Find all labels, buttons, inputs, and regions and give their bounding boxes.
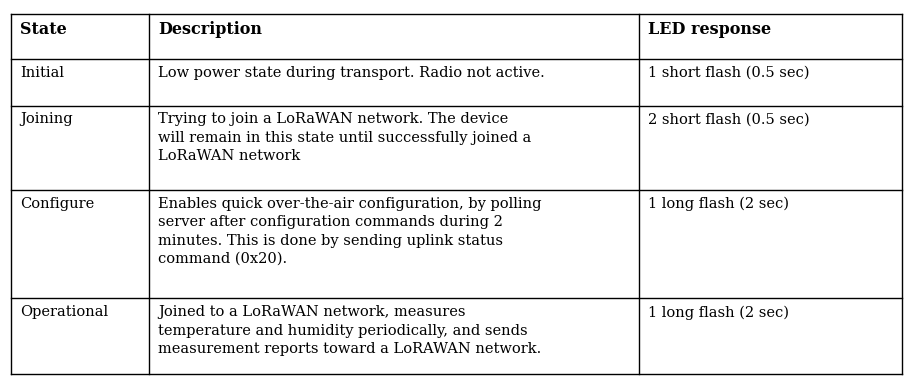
Text: State: State: [20, 21, 67, 38]
Text: 1 long flash (2 sec): 1 long flash (2 sec): [648, 305, 789, 320]
Text: Initial: Initial: [20, 66, 64, 80]
Text: Low power state during transport. Radio not active.: Low power state during transport. Radio …: [158, 66, 545, 80]
Text: Enables quick over-the-air configuration, by polling
server after configuration : Enables quick over-the-air configuration…: [158, 197, 541, 266]
Text: 1 long flash (2 sec): 1 long flash (2 sec): [648, 197, 789, 211]
Text: 1 short flash (0.5 sec): 1 short flash (0.5 sec): [648, 66, 810, 80]
Text: LED response: LED response: [648, 21, 771, 38]
Text: Configure: Configure: [20, 197, 94, 211]
Text: Joined to a LoRaWAN network, measures
temperature and humidity periodically, and: Joined to a LoRaWAN network, measures te…: [158, 305, 541, 356]
Text: Description: Description: [158, 21, 262, 38]
Text: 2 short flash (0.5 sec): 2 short flash (0.5 sec): [648, 112, 810, 127]
Text: Trying to join a LoRaWAN network. The device
will remain in this state until suc: Trying to join a LoRaWAN network. The de…: [158, 112, 531, 163]
Text: Joining: Joining: [20, 112, 73, 127]
Text: Operational: Operational: [20, 305, 109, 319]
